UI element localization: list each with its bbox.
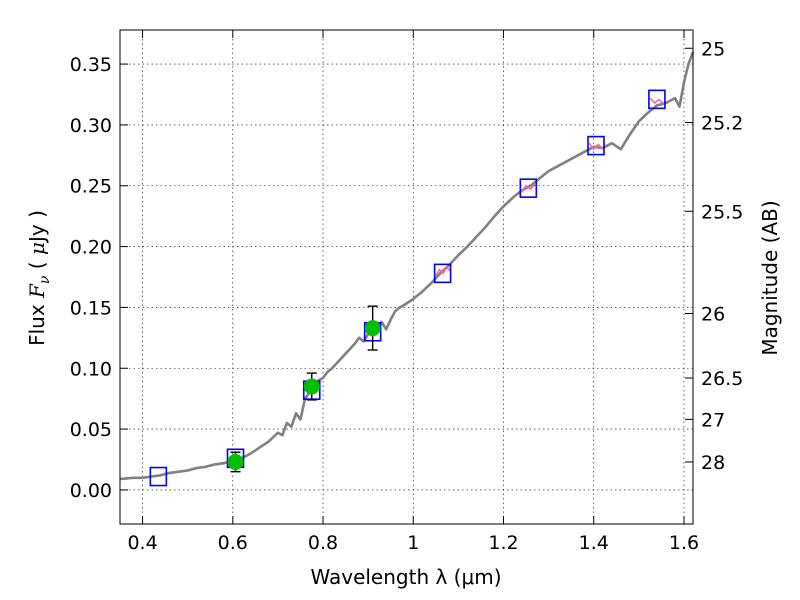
y-tick-label: 0.20 — [70, 237, 112, 259]
nir-segments-layer — [435, 97, 665, 277]
y-tick-label: 0.05 — [70, 419, 112, 441]
x-tick-label: 1 — [407, 532, 419, 554]
y-axis-title: Flux Fν ( μJy ) — [25, 210, 53, 346]
y2-tick-label: 28 — [701, 452, 725, 474]
y2-tick-label: 25.5 — [701, 201, 743, 223]
x-tick-label: 1.4 — [579, 532, 609, 554]
y-tick-label: 0.10 — [70, 358, 112, 380]
observed-photometry-layer — [227, 305, 381, 473]
y2-axis-title: Magnitude (AB) — [758, 200, 782, 355]
x-tick-label: 1.2 — [488, 532, 518, 554]
y-axis-title-part: ( — [25, 255, 49, 276]
observed-point — [364, 320, 381, 337]
axis-ticks — [120, 30, 693, 524]
nir-segment — [588, 142, 604, 151]
model-photometry-square — [433, 263, 452, 284]
x-tick-labels: 0.4 0.6 0.8 1 1.2 1.4 1.6 — [127, 532, 699, 554]
y-tick-label: 0.15 — [70, 297, 112, 319]
y-tick-label: 0.25 — [70, 176, 112, 198]
model-photometry-square — [519, 178, 538, 198]
model-photometry-square — [587, 135, 605, 156]
model-photometry-square — [648, 89, 666, 110]
nir-segment — [520, 182, 536, 193]
x-tick-label: 1.6 — [669, 532, 699, 554]
x-axis-title: Wavelength λ (μm) — [310, 565, 501, 589]
y-tick-label: 0.00 — [70, 480, 112, 502]
y2-tick-label: 26.5 — [701, 368, 743, 390]
model-photometry-square — [149, 466, 168, 487]
observed-point — [227, 453, 244, 470]
y2-tick-label: 25 — [701, 38, 725, 60]
y-axis-title-subscript: ν — [37, 275, 53, 284]
grid-lines — [120, 30, 693, 524]
nir-segment — [435, 266, 451, 277]
y2-tick-label: 27 — [701, 409, 725, 431]
observed-point — [303, 378, 320, 395]
y-tick-label: 0.30 — [70, 115, 112, 137]
y-axis-title-symbol: F — [25, 283, 49, 299]
plot-frame — [119, 29, 694, 525]
y2-tick-labels: 25 25.2 25.5 26 26.5 27 28 — [701, 38, 743, 474]
x-tick-label: 0.8 — [308, 532, 338, 554]
y-axis-title-mu: μ — [25, 242, 49, 255]
y2-tick-label: 26 — [701, 304, 725, 326]
x-tick-label: 0.4 — [127, 532, 157, 554]
x-tick-label: 0.6 — [218, 532, 248, 554]
y-tick-labels: 0.00 0.05 0.10 0.15 0.20 0.25 0.30 0.35 — [70, 54, 112, 502]
y-axis-title-part: Flux — [25, 298, 49, 346]
nir-segment — [649, 97, 665, 105]
y-tick-label: 0.35 — [70, 54, 112, 76]
y-axis-title-part: Jy ) — [25, 210, 49, 244]
y2-tick-label: 25.2 — [701, 112, 743, 134]
